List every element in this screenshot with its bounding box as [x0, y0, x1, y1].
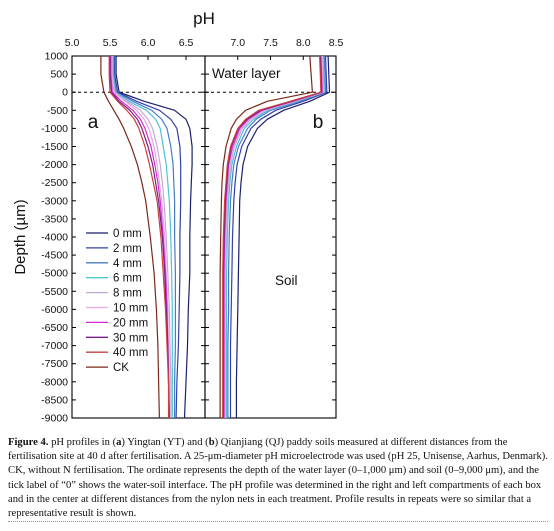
y-tick-label: -6000 — [41, 304, 68, 316]
caption-segment: ) Qianjiang (QJ) paddy soils measured at… — [8, 437, 548, 520]
x-axis-title: pH — [193, 9, 215, 28]
series-line-8-mm — [111, 56, 172, 418]
series-line-40-mm — [222, 55, 322, 418]
y-tick-label: -5500 — [41, 286, 68, 298]
figure-chart: pH Depth (µm) 1000 500 0 -500 -1000 -1500 -2000 -… — [12, 9, 344, 425]
series-line-8-mm — [224, 55, 325, 418]
y-tick-label: -9000 — [41, 413, 68, 425]
y-tick-label: -5000 — [41, 268, 68, 280]
y-axis-title: Depth (µm) — [12, 199, 29, 274]
y-tick-label: -4500 — [41, 250, 68, 262]
caption-segment: a — [116, 437, 122, 448]
series-line-30-mm — [109, 56, 170, 419]
y-tick-label: -2000 — [41, 159, 68, 171]
x-tick-label: 7.0 — [230, 37, 245, 49]
water-layer-label: Water layer — [212, 66, 281, 81]
x-tick-label: 7.5 — [263, 37, 278, 49]
y-tick-label: 0 — [62, 87, 68, 99]
legend-entry: 10 mm — [113, 303, 148, 315]
panel-label: a — [88, 112, 99, 133]
legend-entry: 40 mm — [113, 347, 148, 359]
series-line-4-mm — [113, 56, 176, 418]
y-tick-label: -7500 — [41, 358, 68, 370]
y-tick-label: -4000 — [41, 232, 68, 244]
legend-entry: 30 mm — [113, 332, 148, 344]
caption-body: pH profiles in (a) Yingtan (YT) and (b) … — [8, 437, 548, 519]
y-tick-label: 500 — [50, 69, 68, 81]
legend-entry: 6 mm — [113, 273, 142, 285]
x-tick-label: 5.0 — [65, 37, 80, 49]
x-tick-label: 6.5 — [179, 37, 194, 49]
y-tick-label: -6500 — [41, 322, 68, 334]
legend-entry: CK — [113, 362, 129, 374]
soil-label: Soil — [275, 273, 298, 288]
chart-legend: 0 mm 2 mm 4 mm 6 mm 8 mm 10 mm 20 mm 30 mm 40 mm… — [86, 228, 148, 374]
x-tick-label: 8.5 — [329, 37, 344, 49]
legend-entry: 0 mm — [113, 228, 142, 240]
y-tick-label: -1000 — [41, 123, 68, 135]
x-tick-label: 5.5 — [103, 37, 118, 49]
x-tick-label: 8.0 — [296, 37, 311, 49]
series-line-4-mm — [227, 55, 327, 418]
caption-segment: ) Yingtan (YT) and ( — [121, 437, 209, 448]
footer-divider — [8, 521, 548, 522]
series-line-0-mm — [115, 56, 193, 419]
y-tick-label: 1000 — [45, 51, 69, 63]
figure-caption: Figure 4. pH profiles in (a) Yingtan (YT… — [8, 436, 548, 521]
series-line-2-mm — [113, 56, 182, 419]
y-tick-label: -8500 — [41, 394, 68, 406]
y-tick-label: -500 — [47, 105, 68, 117]
panel-label: b — [313, 112, 324, 133]
x-tick-label: 6.0 — [141, 37, 156, 49]
series-line-10-mm — [110, 56, 170, 418]
legend-entry: 8 mm — [113, 288, 142, 300]
caption-label: Figure 4. — [8, 437, 49, 448]
caption-segment: pH profiles in ( — [51, 437, 117, 448]
series-line-ck — [100, 56, 160, 419]
legend-entry: 4 mm — [113, 258, 142, 270]
y-tick-label: -2500 — [41, 177, 68, 189]
y-tick-label: -3500 — [41, 213, 68, 225]
y-tick-label: -1500 — [41, 141, 68, 153]
series-line-40-mm — [108, 56, 170, 418]
y-tick-label: -8000 — [41, 376, 68, 388]
series-line-2-mm — [229, 55, 328, 418]
series-line-6-mm — [112, 56, 173, 418]
legend-entry: 2 mm — [113, 243, 142, 255]
legend-entry: 20 mm — [113, 317, 148, 329]
series-line-ck — [219, 55, 313, 418]
y-tick-label: -3000 — [41, 195, 68, 207]
series-line-0-mm — [235, 55, 331, 418]
caption-segment: b — [208, 437, 215, 448]
y-tick-label: -7000 — [41, 340, 68, 352]
